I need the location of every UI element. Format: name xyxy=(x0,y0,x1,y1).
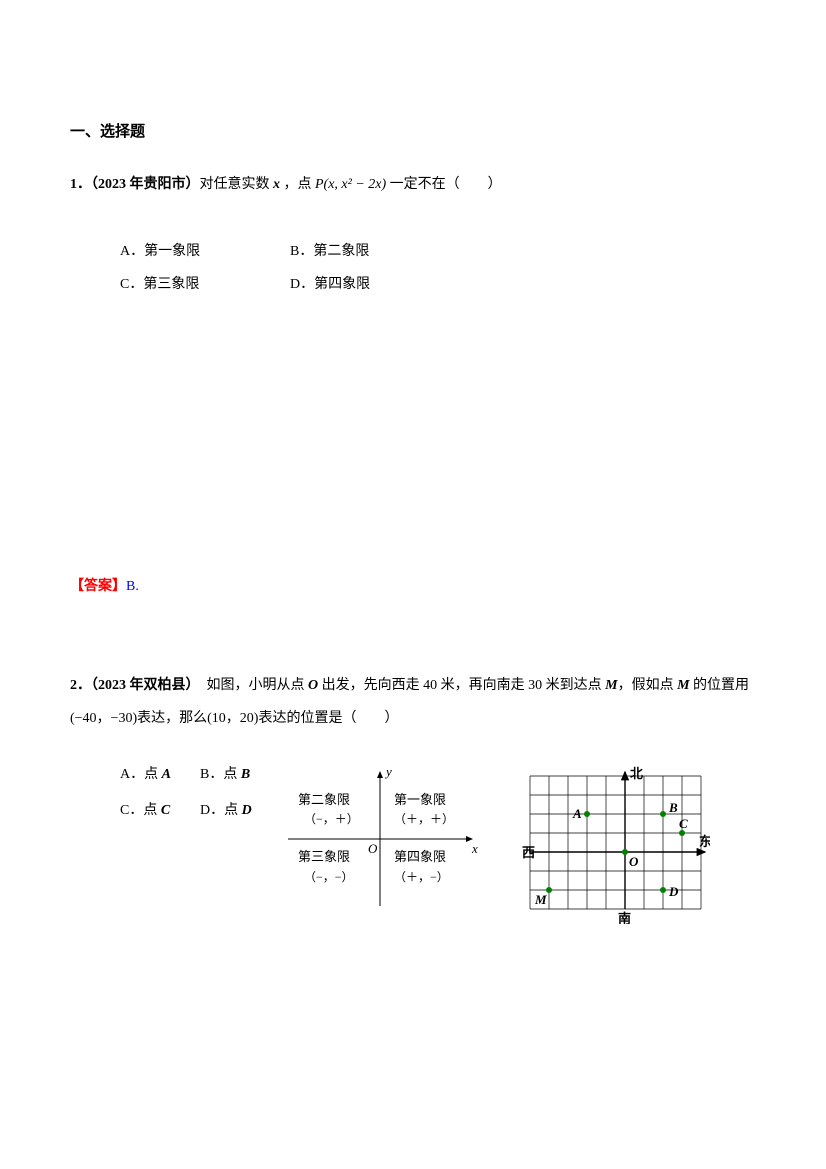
svg-text:东: 东 xyxy=(699,834,710,849)
q1-options-row2: C．第三象限 D．第四象限 xyxy=(70,274,756,296)
svg-text:M: M xyxy=(534,892,547,907)
svg-text:（＋，＋）: （＋，＋） xyxy=(394,812,454,826)
q2-number: 2． xyxy=(70,678,91,693)
svg-text:B: B xyxy=(668,800,678,815)
diagram-area: xyO第一象限（＋，＋）第二象限（−，＋）第三象限（−，−）第四象限（＋，−） … xyxy=(280,764,710,924)
q1-source: （2023 年贵阳市） xyxy=(91,177,200,192)
q2-option-c: C．点 C xyxy=(120,800,200,822)
svg-text:第一象限: 第一象限 xyxy=(394,792,446,807)
q2-O: O xyxy=(308,678,318,693)
q1-option-b: B．第二象限 xyxy=(290,241,460,263)
q2-body: A．点 A B．点 B C．点 C D．点 D x y O 第一象限 （＋，＋） 第二象限… xyxy=(70,764,756,924)
svg-text:x: x xyxy=(471,841,478,856)
q2-option-d: D．点 D xyxy=(200,800,280,822)
svg-text:O: O xyxy=(368,841,378,856)
q1-text-3: 一定不在（ ） xyxy=(386,177,502,192)
question2-stem: 2．（2023 年双柏县） 如图，小明从点 O 出发，先向西走 40 米，再向南… xyxy=(70,669,756,736)
svg-text:第四象限: 第四象限 xyxy=(394,849,446,864)
svg-text:（−，＋）: （−，＋） xyxy=(304,812,359,826)
q2-source: （2023 年双柏县） xyxy=(91,678,193,693)
svg-text:A: A xyxy=(572,806,582,821)
q1-option-a: A．第一象限 xyxy=(120,241,290,263)
q1-var-x: x xyxy=(273,177,280,192)
q1-option-d: D．第四象限 xyxy=(290,274,460,296)
q1-option-c: C．第三象限 xyxy=(120,274,290,296)
svg-text:南: 南 xyxy=(618,911,631,924)
q1-text-1: 对任意实数 xyxy=(200,177,274,192)
answer-block: 【答案】B. xyxy=(70,576,756,598)
svg-text:y: y xyxy=(384,764,392,779)
answer-label: 【答案】 xyxy=(70,579,126,594)
svg-text:西: 西 xyxy=(522,845,535,860)
svg-text:（−，−）: （−，−） xyxy=(304,870,354,884)
q1-point-expr: P(x, x² − 2x) xyxy=(315,177,386,192)
q1-text-2: ，点 xyxy=(280,177,315,192)
q2-options: A．点 A B．点 B C．点 C D．点 D xyxy=(70,764,280,837)
svg-text:北: 北 xyxy=(630,766,643,781)
q2-option-a: A．点 A xyxy=(120,764,200,786)
svg-text:第三象限: 第三象限 xyxy=(298,849,350,864)
q2-text-3: ，假如点 xyxy=(618,678,678,693)
question1-stem: 1．（2023 年贵阳市）对任意实数 x ，点 P(x, x² − 2x) 一定… xyxy=(70,174,756,196)
svg-text:C: C xyxy=(679,816,688,831)
q1-options-row1: A．第一象限 B．第二象限 xyxy=(70,241,756,263)
svg-text:O: O xyxy=(629,854,639,869)
grid-diagram: 北南 东西 O A BC D M xyxy=(520,764,710,924)
q2-M2: M xyxy=(677,678,689,693)
q2-text-1: 如图，小明从点 xyxy=(193,678,309,693)
svg-text:第二象限: 第二象限 xyxy=(298,792,350,807)
q2-text-2: 出发，先向西走 40 米，再向南走 30 米到达点 xyxy=(318,678,605,693)
quadrant-diagram: x y O 第一象限 （＋，＋） 第二象限 （−，＋） 第三象限 （−，−） 第四象限 （＋，−） xyxy=(280,764,480,914)
answer-value: B. xyxy=(126,579,139,594)
section-title: 一、选择题 xyxy=(70,120,756,144)
q2-M: M xyxy=(605,678,617,693)
q2-option-b: B．点 B xyxy=(200,764,280,786)
svg-text:D: D xyxy=(668,884,679,899)
svg-text:（＋，−）: （＋，−） xyxy=(394,870,449,884)
q1-number: 1． xyxy=(70,177,91,192)
